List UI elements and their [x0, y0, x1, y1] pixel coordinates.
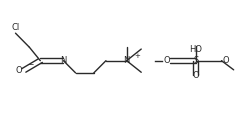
Text: Cl: Cl	[11, 23, 20, 32]
Text: O: O	[223, 56, 229, 65]
Text: N: N	[123, 56, 130, 65]
Text: O: O	[193, 71, 199, 80]
Text: +: +	[135, 53, 140, 59]
Text: O: O	[16, 66, 23, 75]
Text: HO: HO	[189, 45, 202, 54]
Text: O: O	[164, 56, 170, 65]
Text: S: S	[193, 56, 199, 65]
Text: N: N	[60, 56, 67, 65]
Text: −: −	[27, 60, 33, 70]
